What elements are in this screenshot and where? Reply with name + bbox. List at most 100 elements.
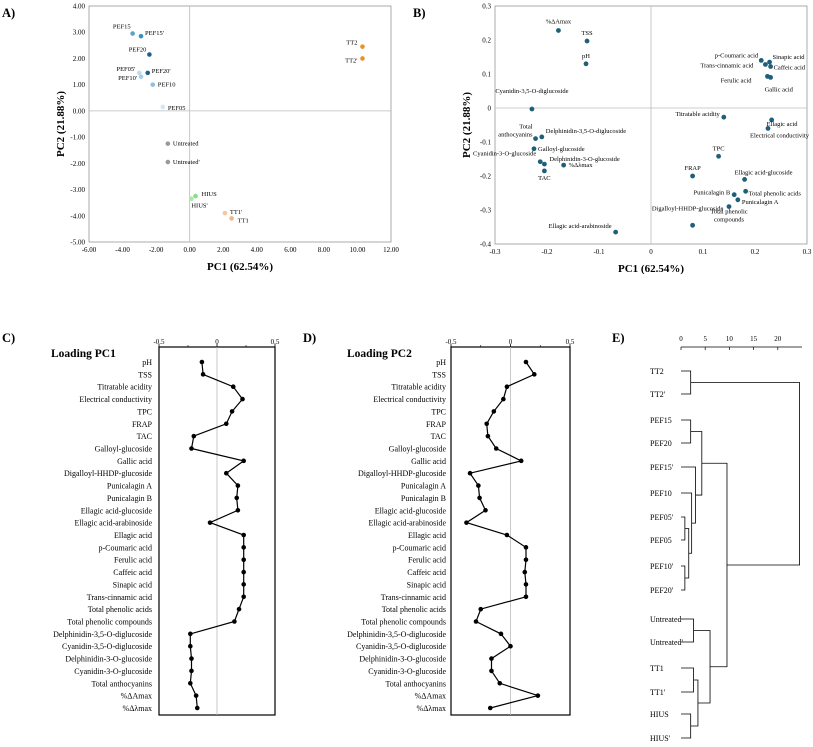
panel-a-ytick: -2.00	[70, 160, 85, 168]
panel-c-variable-label: Titratable acidity	[97, 383, 152, 392]
panel-e-dendrogram-link	[681, 492, 693, 554]
panel-d-variable-label: p-Coumaric acid	[392, 543, 446, 552]
panel-b-point	[758, 58, 764, 63]
panel-b-point-label: Trans-cinnamic acid	[700, 62, 754, 69]
panel-b-point	[763, 62, 768, 67]
panel-e-dendrogram-link	[681, 667, 694, 693]
panel-c-loading-point	[230, 384, 236, 390]
panel-d-loading-point	[491, 409, 497, 414]
panel-d-loading-point	[523, 359, 529, 365]
panel-d-variable-label: Delphinidin-3-O-glucoside	[359, 655, 446, 664]
panel-b-point-label: Titratable acidity	[675, 111, 720, 118]
panel-b-ytick: 0.2	[482, 37, 491, 45]
panel-c-variable-label: Ferulic acid	[114, 556, 152, 565]
panel-e-leaf-label: HIUS'	[650, 734, 671, 743]
panel-d-loading-line	[465, 361, 541, 709]
panel-d-loading-point	[498, 631, 504, 637]
panel-a-ytick: -4.00	[70, 212, 85, 220]
panel-b-point-label: Digalloyl-HHDP-glucoside	[652, 205, 724, 212]
panel-b-point	[584, 38, 590, 44]
panel-d-loading-point	[504, 384, 510, 390]
panel-a-point-label: PEF10'	[118, 75, 137, 82]
panel-b-xtick: 0.1	[699, 248, 708, 256]
panel-d-xtick: 0	[509, 338, 513, 346]
panel-e-leaf-label: PEF15	[650, 416, 672, 425]
panel-a-xtick: 4.00	[251, 246, 264, 254]
panel-a-xtick: 8.00	[318, 246, 331, 254]
panel-a-ytick: 0.00	[73, 107, 86, 115]
panel-b-point-label: TSS	[581, 30, 593, 37]
panel-b-point	[735, 197, 741, 203]
panel-a-point-label: PEF05	[168, 105, 186, 112]
panel-b-point	[533, 136, 538, 142]
panel-a-ytick: 3.00	[73, 29, 86, 37]
panel-c-loading-point	[199, 359, 205, 365]
panel-e-leaf-label: PEF10'	[650, 562, 674, 571]
panel-b-point-label: Ellagic acid	[767, 121, 799, 128]
panel-e-xtick: 5	[703, 335, 707, 343]
panel-b-ytick: -0.2	[480, 173, 492, 181]
panel-a-point	[160, 104, 166, 110]
panel-e-xtick: 20	[774, 335, 782, 343]
panel-b-point	[742, 177, 747, 182]
panel-c-loading-point	[241, 594, 246, 600]
panel-d-variable-label: Caffeic acid	[407, 568, 446, 577]
panel-d-variable-label: TAC	[431, 432, 446, 441]
panel-d-loading-point	[487, 705, 493, 711]
panel-c-loading-point	[223, 421, 229, 427]
panel-d-variable-label: Total anthocyanins	[385, 679, 446, 688]
panel-b-point-label: Ferulic acid	[721, 77, 753, 84]
panel-d-loading-point	[532, 372, 537, 377]
panel-b-ytick: 0.3	[482, 3, 491, 11]
panel-a-point	[360, 44, 365, 49]
panel-e-leaf-label: PEF15'	[650, 463, 674, 472]
panel-a-point-label: PEF10	[158, 82, 176, 89]
panel-d-variable-label: Sinapic acid	[407, 580, 446, 589]
panel-b-point-label: Punicalagin A	[742, 199, 779, 206]
panel-d-variable-label: Punicalagin A	[401, 482, 446, 491]
panel-c-variable-label: Galloyl-glucoside	[95, 445, 153, 454]
panel-d-loading-point	[484, 421, 490, 427]
panel-a-point-label: PEF15	[113, 24, 131, 31]
panel-b-point-label: Electrical conductivity	[750, 132, 810, 139]
panel-d-variable-label: Trans-cinnamic acid	[381, 593, 446, 602]
panel-d-variable-label: Digalloyl-HHDP-glucoside	[358, 469, 446, 478]
panel-d-loading-point	[489, 668, 494, 674]
panel-c-loading-point	[232, 619, 237, 624]
panel-a-point	[360, 56, 365, 61]
panel-b-ytick: 0.1	[482, 71, 491, 79]
panel-d-loading-point	[485, 433, 491, 439]
panel-a-ytick: -3.00	[70, 186, 85, 194]
panel-d-title: Loading PC2	[347, 348, 412, 360]
panel-a-xtick: -2.00	[149, 246, 164, 254]
panel-a-point-label: PEF15'	[145, 30, 164, 37]
panel-d-loading-point	[464, 520, 469, 525]
panel-b-point	[583, 61, 589, 67]
panel-c-variable-label: Total phenolic acids	[88, 605, 152, 614]
panel-c-xtick: -0.5	[153, 338, 165, 346]
panel-a-point	[147, 52, 152, 57]
panel-a-ytick: -5.00	[70, 239, 85, 247]
panel-c-loading-point	[241, 569, 246, 575]
panel-b-xtick: 0.3	[803, 248, 812, 256]
panel-c-loading-point	[194, 705, 200, 711]
panel-a-point	[150, 82, 156, 87]
panel-d-variable-label: Gallic acid	[411, 457, 446, 466]
panel-c-variable-label: Trans-cinnamic acid	[87, 593, 152, 602]
panel-b-point-label: Total phenolic compounds	[710, 209, 747, 224]
panel-c-variable-label: TAC	[137, 432, 152, 441]
panel-b-point-label: TPC	[713, 145, 725, 152]
panel-b-point	[716, 153, 721, 159]
panel-b-point-label: Punicalagin B	[694, 190, 731, 197]
panel-d-loading-point	[476, 483, 481, 488]
panel-d-variable-label: Ellagic acid	[408, 531, 446, 540]
panel-e-leaf-label: PEF20	[650, 439, 672, 448]
panel-b-point-label: p-Coumaric acid	[715, 52, 759, 59]
panel-b-point	[529, 106, 535, 112]
panel-c-variable-label: Digalloyl-HHDP-glucoside	[64, 469, 152, 478]
panel-c-loading-point	[241, 458, 246, 464]
panel-d-variable-label: FRAP	[426, 420, 447, 429]
panel-d-variable-label: Punicalagin B	[401, 494, 446, 503]
panel-d-loading-point	[523, 557, 529, 563]
panel-d-variable-label: Ferulic acid	[408, 556, 446, 565]
